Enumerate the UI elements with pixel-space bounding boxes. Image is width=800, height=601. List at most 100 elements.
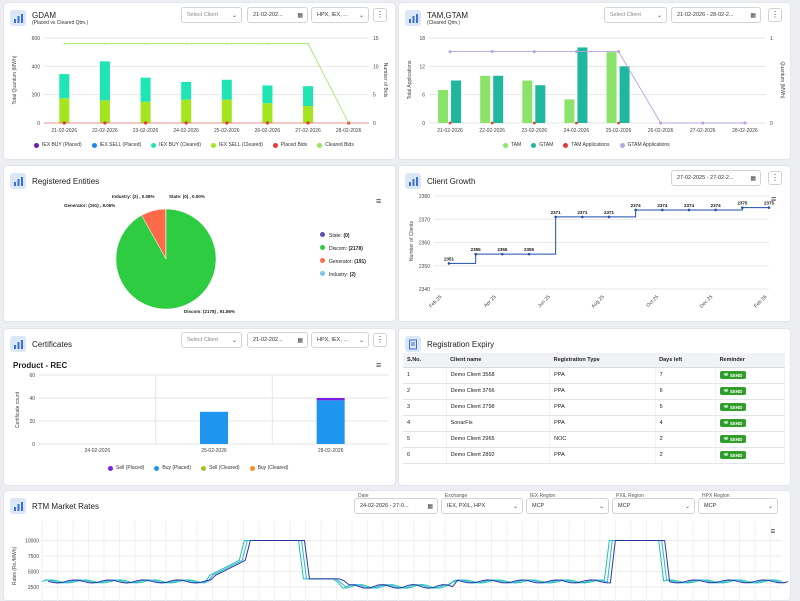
rtm-iex-select[interactable]: MCP⌄: [526, 498, 609, 514]
bar-buy-cleared: [262, 85, 272, 103]
mail-icon: ✉: [724, 452, 728, 458]
mail-icon: ✉: [724, 388, 728, 394]
pie-label-industry: Industry: (2) , 0.08%: [112, 194, 155, 199]
chart-icon: [405, 173, 421, 189]
certs-more-button[interactable]: ⋮: [373, 333, 387, 347]
tam-date-picker[interactable]: 21-02-2026 - 28-02-2...▦: [671, 7, 761, 23]
rtm-pxil-select[interactable]: MCP⌄: [612, 498, 695, 514]
x-tick-label: 27-02-2026: [295, 128, 321, 134]
calendar-icon: ▦: [297, 337, 303, 344]
legend-item[interactable]: Discom: (2178): [320, 243, 366, 256]
chevron-down-icon: ⌄: [513, 503, 518, 510]
y2-tick-label: 15: [373, 36, 379, 42]
certs-client-select[interactable]: Select Client⌄: [181, 332, 242, 348]
legend-item[interactable]: Buy (Placed): [154, 465, 191, 471]
bar-sell-cleared: [181, 100, 191, 123]
certs-legend: Sell (Placed) Buy (Placed) Sell (Cleared) B…: [108, 465, 288, 471]
tam-application-point: [617, 122, 620, 125]
rtm-hpx-select[interactable]: MCP⌄: [698, 498, 778, 514]
column-header[interactable]: Registration Type: [550, 353, 656, 367]
column-header[interactable]: S.No.: [403, 353, 446, 367]
legend-label: Buy (Placed): [162, 465, 191, 471]
gdam-date-picker[interactable]: 21-02-202...▦: [247, 7, 308, 23]
legend-marker: [563, 143, 568, 148]
x-tick-label: 28-02-2026: [336, 128, 362, 134]
legend-item[interactable]: Buy (Cleared): [250, 465, 289, 471]
legend-label: GTAM Applications: [628, 142, 670, 148]
certs-date-picker[interactable]: 21-02-202...▦: [247, 332, 308, 348]
growth-point: [474, 253, 477, 256]
send-label: SEND: [730, 453, 743, 458]
certs-exchange-select[interactable]: HPX, IEX, ...⌄: [311, 332, 369, 348]
x-tick-label: 25-02-2026: [201, 448, 227, 454]
legend-item[interactable]: Cleared Bids: [317, 142, 354, 148]
send-label: SEND: [730, 421, 743, 426]
rtm-line-hpx: [45, 541, 785, 589]
bar-tam: [480, 76, 490, 123]
column-header[interactable]: Reminder: [716, 353, 785, 367]
chart-icon: [405, 10, 421, 26]
table-cell: 4: [655, 415, 715, 431]
gdam-subtitle: (Placed vs Cleared Qtm.): [32, 20, 88, 26]
table-cell: 2: [403, 383, 446, 399]
send-button[interactable]: ✉SEND: [720, 451, 746, 459]
legend-item[interactable]: Industry: (2): [320, 269, 366, 282]
gdam-exchange-select[interactable]: HPX, IEX, ...⌄: [311, 7, 369, 23]
table-cell: PPA: [550, 399, 656, 415]
legend-label: IEX SELL (Cleared): [219, 142, 263, 148]
legend-item[interactable]: TAM: [503, 142, 521, 148]
send-button[interactable]: ✉SEND: [720, 419, 746, 427]
legend-label: TAM: [511, 142, 521, 148]
y-tick-label: 0: [37, 121, 40, 127]
bar-buy-cleared: [100, 61, 110, 100]
legend-item[interactable]: Generator: (191): [320, 256, 366, 269]
tam-client-select[interactable]: Select Client⌄: [604, 7, 667, 23]
rtm-date-picker[interactable]: 24-02-2026 - 27-0...▦: [354, 498, 438, 514]
gdam-more-button[interactable]: ⋮: [373, 8, 387, 22]
legend-item[interactable]: State: (0): [320, 230, 366, 243]
table-cell: 4: [403, 415, 446, 431]
tam-more-button[interactable]: ⋮: [768, 8, 782, 22]
rtm-exchange-select[interactable]: IEX, PXIL, HPX⌄: [441, 498, 523, 514]
legend-item[interactable]: Sell (Cleared): [201, 465, 240, 471]
legend-item[interactable]: IEX SELL (Placed): [92, 142, 142, 148]
legend-label: Sell (Cleared): [209, 465, 240, 471]
legend-item[interactable]: TAM Applications: [563, 142, 609, 148]
growth-point: [741, 206, 744, 209]
y-axis-label: Certificate count: [15, 391, 21, 428]
y-tick-label: 5000: [28, 570, 39, 576]
legend-item[interactable]: Placed Bids: [273, 142, 307, 148]
growth-more-button[interactable]: ⋮: [768, 171, 782, 185]
y2-tick-label: 10: [373, 64, 379, 70]
cleared-bid-point: +: [225, 41, 228, 47]
legend-item[interactable]: GTAM: [531, 142, 553, 148]
legend-marker: [154, 466, 159, 471]
cleared-bid-point: +: [307, 41, 310, 47]
send-button[interactable]: ✉SEND: [720, 403, 746, 411]
gdam-client-select[interactable]: Select Client⌄: [181, 7, 242, 23]
legend-item[interactable]: Sell (Placed): [108, 465, 144, 471]
legend-item[interactable]: IEX SELL (Cleared): [211, 142, 263, 148]
legend-item[interactable]: IEX BUY (Cleared): [151, 142, 201, 148]
column-header[interactable]: Client name: [446, 353, 550, 367]
legend-marker: [108, 466, 113, 471]
column-header[interactable]: Days left: [655, 353, 715, 367]
chart-icon: [10, 498, 26, 514]
rtm-card: RTM Market Rates Date 24-02-2026 - 27-0.…: [4, 491, 790, 600]
send-button[interactable]: ✉SEND: [720, 387, 746, 395]
legend-item[interactable]: IEX BUY (Placed): [34, 142, 82, 148]
y-tick-label: 7500: [28, 554, 39, 560]
legend-marker: [317, 143, 322, 148]
y2-tick-label: 5: [373, 93, 376, 99]
send-button[interactable]: ✉SEND: [720, 435, 746, 443]
table-cell: 5: [403, 431, 446, 447]
gdam-header: GDAM(Placed vs Cleared Qtm.): [10, 7, 88, 29]
growth-date-picker[interactable]: 27-02-2025 - 27-02-2...▦: [671, 170, 761, 186]
legend-marker: [531, 143, 536, 148]
x-tick-label: Oct 25: [645, 294, 660, 309]
table-cell: 3: [403, 399, 446, 415]
y2-tick-label: 0: [770, 121, 773, 127]
send-button[interactable]: ✉SEND: [720, 371, 746, 379]
legend-item[interactable]: GTAM Applications: [620, 142, 670, 148]
